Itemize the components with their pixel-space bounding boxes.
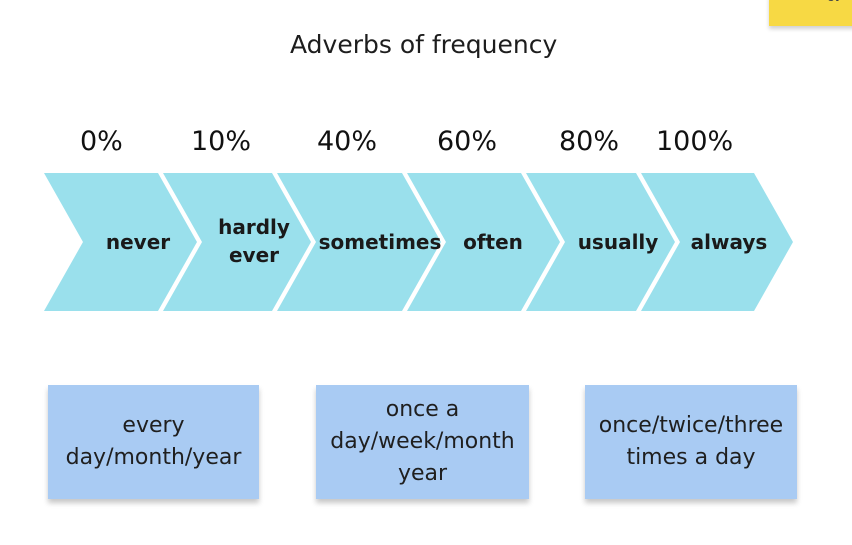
corner-sticky-note[interactable]: ot: [769, 0, 852, 26]
sticky-note-text: every day/month/year: [65, 413, 242, 470]
sticky-note-usually-example[interactable]: once a day/week/month year: [316, 385, 529, 499]
percent-label-usually: 80%: [559, 126, 620, 157]
percent-label-hardly-ever: 10%: [191, 126, 252, 157]
corner-note-text: ot: [827, 0, 839, 4]
adverb-label-never: never: [105, 230, 171, 254]
percent-label-never: 0%: [80, 126, 123, 157]
chevron-hardly-ever[interactable]: [163, 173, 311, 311]
chevron-sometimes[interactable]: [277, 173, 441, 311]
sticky-note-text: once/twice/three times a day: [598, 413, 784, 470]
chevron-often[interactable]: [407, 173, 560, 311]
chevron-always[interactable]: [641, 173, 793, 311]
adverb-label-hardly-ever: hardly ever: [218, 215, 290, 267]
chevron-never[interactable]: [44, 173, 197, 311]
percent-label-often: 60%: [437, 126, 498, 157]
sticky-note-always-example[interactable]: every day/month/year: [48, 385, 259, 499]
adverb-label-often: often: [463, 230, 523, 254]
percent-label-sometimes: 40%: [317, 126, 378, 157]
chevron-usually[interactable]: [526, 173, 675, 311]
adverb-label-usually: usually: [577, 230, 659, 254]
adverb-label-always: always: [690, 230, 768, 254]
adverb-label-sometimes: sometimes: [318, 230, 442, 254]
sticky-note-often-example[interactable]: once/twice/three times a day: [585, 385, 797, 499]
sticky-note-text: once a day/week/month year: [330, 397, 515, 486]
diagram-title: Adverbs of frequency: [290, 30, 558, 59]
percent-label-always: 100%: [656, 126, 734, 157]
